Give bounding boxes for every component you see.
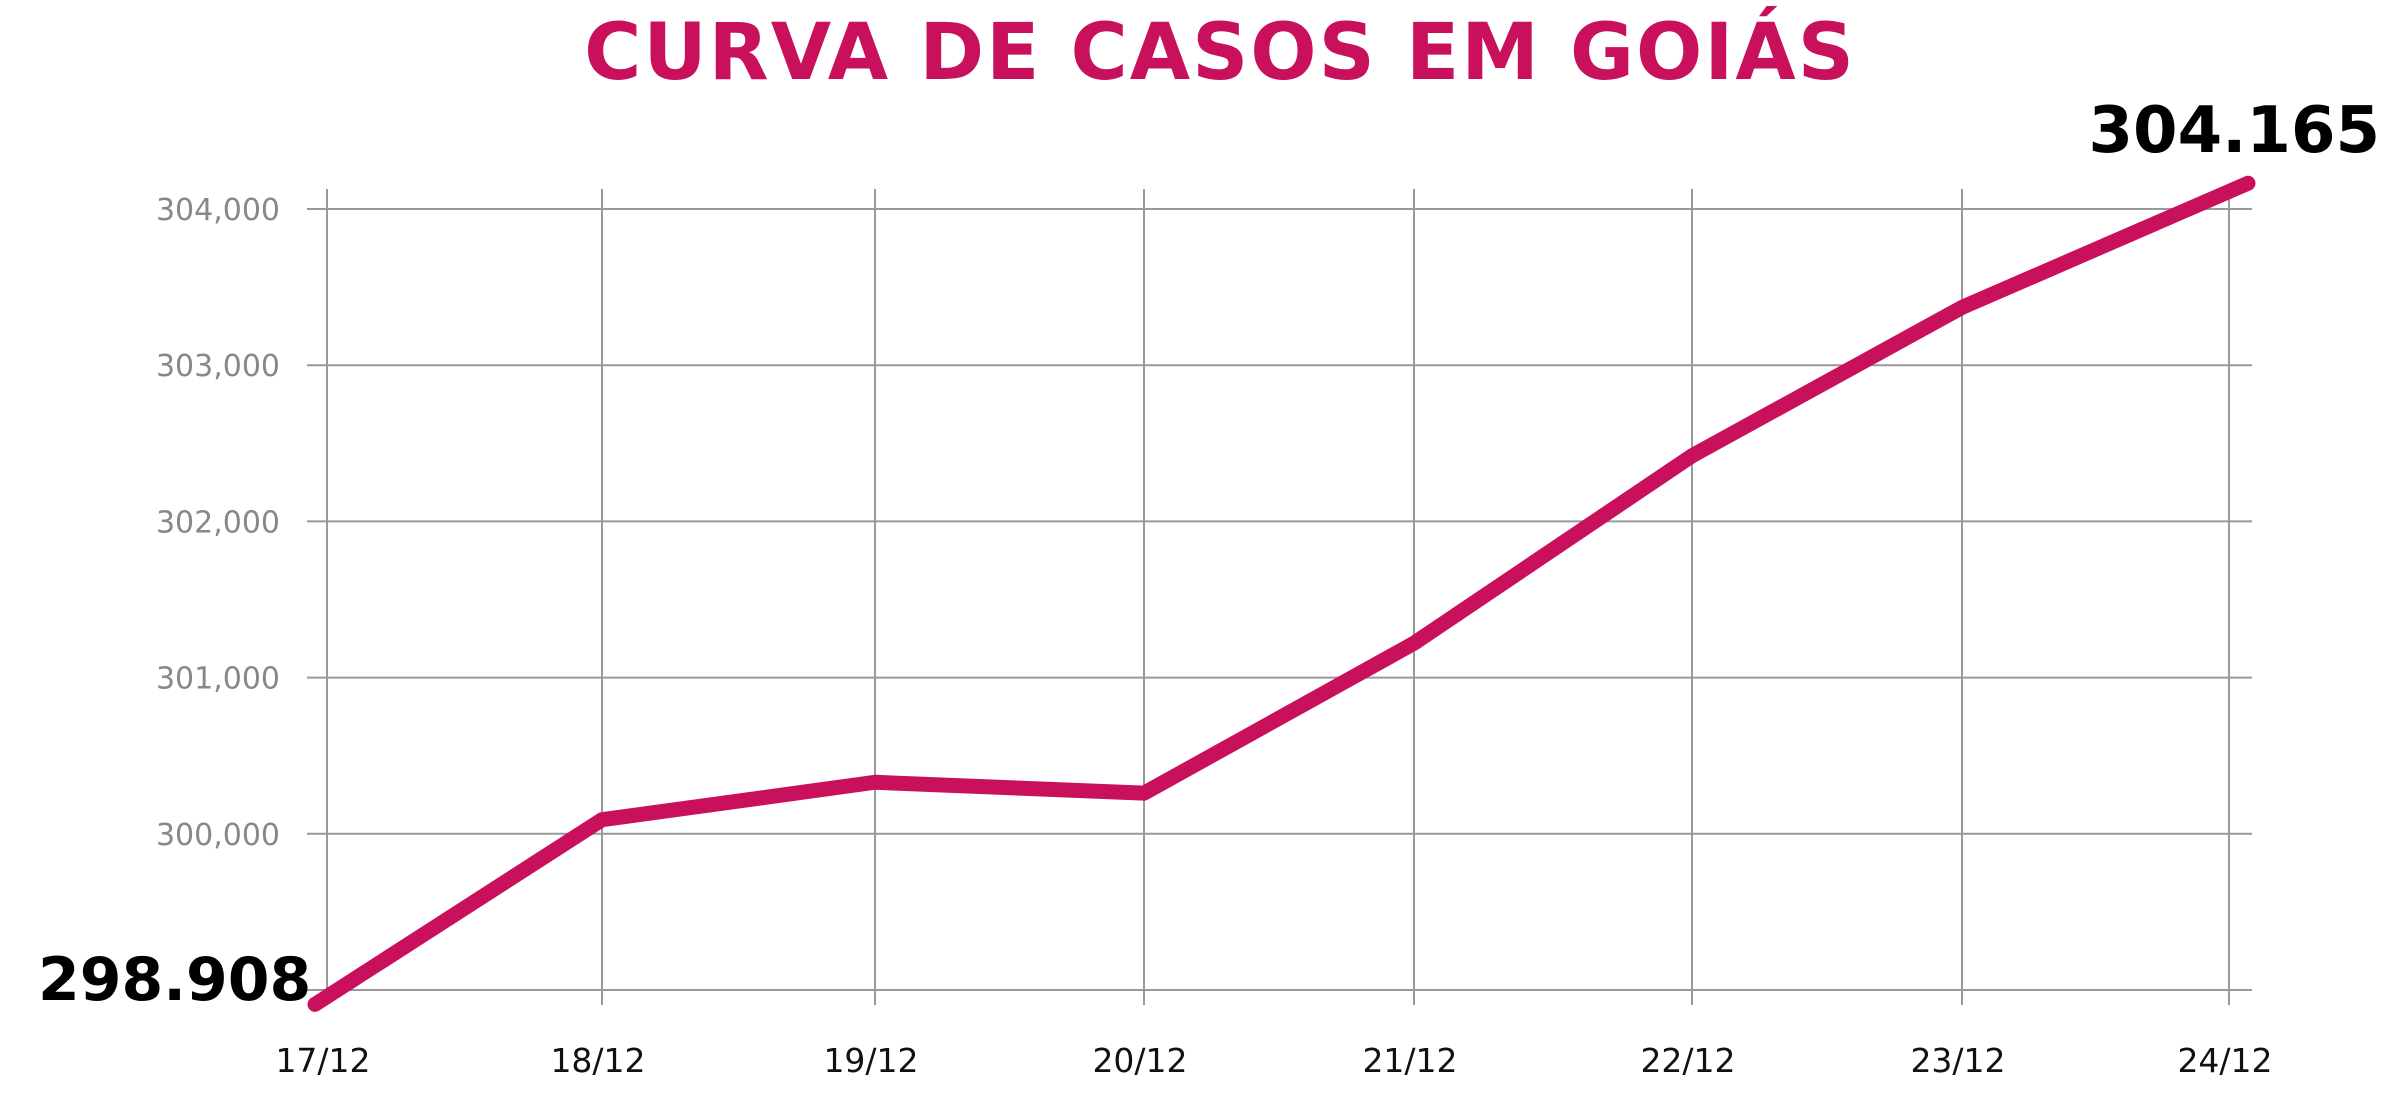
x-tick-label: 19/12 xyxy=(823,1041,918,1080)
x-tick-label: 18/12 xyxy=(550,1041,645,1080)
first-value-label: 298.908 xyxy=(38,945,311,1015)
y-tick-label: 303,000 xyxy=(156,349,280,384)
x-tick-label: 23/12 xyxy=(1910,1041,2005,1080)
data-point xyxy=(2247,182,2249,185)
y-tick-label: 302,000 xyxy=(156,505,280,540)
data-point xyxy=(314,1003,316,1006)
x-tick-label: 21/12 xyxy=(1362,1041,1457,1080)
data-point xyxy=(874,781,876,784)
data-point xyxy=(601,818,603,821)
y-tick-label: 301,000 xyxy=(156,662,280,697)
x-tick-label: 24/12 xyxy=(2177,1041,2272,1080)
y-tick-label: 300,000 xyxy=(156,818,280,853)
last-value-label: 304.165 xyxy=(2089,94,2381,168)
data-point xyxy=(1961,306,1963,309)
x-tick-label: 22/12 xyxy=(1640,1041,1735,1080)
chart-title: CURVA DE CASOS EM GOIÁS xyxy=(584,8,1856,98)
data-point xyxy=(1691,454,1693,457)
x-tick-label: 20/12 xyxy=(1092,1041,1187,1080)
x-tick-label: 17/12 xyxy=(275,1041,370,1080)
data-point xyxy=(1413,642,1415,645)
data-point xyxy=(1143,792,1145,795)
series-line xyxy=(307,175,2256,1012)
y-tick-label: 304,000 xyxy=(156,193,280,228)
